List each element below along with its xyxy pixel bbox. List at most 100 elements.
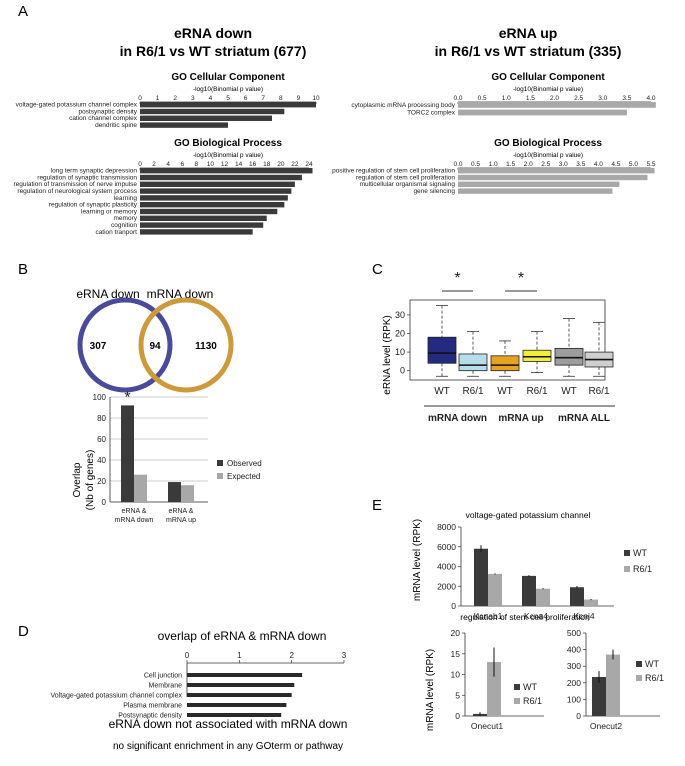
box xyxy=(522,349,552,362)
x-tick-label: 0.0 xyxy=(453,161,462,168)
bar-observed xyxy=(121,405,134,502)
d-bar-chart: 0 1 2 3 Cell junction Membrane Voltage-gated p… xyxy=(50,651,346,720)
x-category-label: mRNA up xyxy=(166,517,196,524)
x-tick-label: 4 xyxy=(209,95,213,102)
box xyxy=(427,336,457,364)
group-label: mRNA down xyxy=(428,413,487,424)
category-label: regulation of stem cell proliferation xyxy=(356,174,455,181)
category-label: gene silencing xyxy=(413,188,455,195)
y-tick-label: 40 xyxy=(97,456,106,465)
legend-swatch xyxy=(624,550,630,556)
legend-label: WT xyxy=(645,659,659,669)
x-tick-label: 4 xyxy=(166,161,170,168)
x-tick-label: 3 xyxy=(191,95,195,102)
c-box-chart: 0 10 20 30 WT R6/1 WT R6/1 WT R6/1 mRNA down mRNA u… xyxy=(395,270,615,424)
x-tick-label: 9 xyxy=(297,95,301,102)
category-label: TORC2 complex xyxy=(407,110,456,117)
bar xyxy=(140,122,228,128)
x-category-label: Kcna4 xyxy=(524,611,548,621)
y-tick-label: 80 xyxy=(97,414,106,423)
category-label: cation channel complex xyxy=(69,115,138,122)
x-tick-label: 16 xyxy=(249,161,257,168)
y-tick-label: 300 xyxy=(567,661,581,671)
x-category-label: Onecut2 xyxy=(590,721,622,731)
category-label: multicellular organismal signaling xyxy=(360,181,456,188)
bar xyxy=(140,222,264,228)
x-tick-label: 10 xyxy=(207,161,215,168)
legend-swatch xyxy=(514,698,520,704)
category-label: Membrane xyxy=(149,683,183,690)
a-up-cc-axis-label: -log10(Binomial p value) xyxy=(513,86,583,93)
category-label: cation tranport xyxy=(95,229,137,236)
panel-letter-b: B xyxy=(18,261,28,278)
bar xyxy=(458,188,613,194)
bar-r61 xyxy=(536,588,550,606)
bar xyxy=(140,108,285,115)
e-bottom-ylabel: mRNA level (RPK) xyxy=(425,649,436,731)
x-tick-label: 5.5 xyxy=(646,161,655,168)
x-category-label: Kcnab1 xyxy=(474,611,503,621)
x-tick-label: 0.0 xyxy=(453,95,462,102)
x-category-label: eRNA & xyxy=(122,508,147,515)
x-tick-label: 6 xyxy=(244,95,248,102)
x-tick-label: 0.5 xyxy=(478,95,487,102)
b-ylabel-line1: Overlap xyxy=(72,462,83,497)
y-tick-label: 8000 xyxy=(437,522,456,532)
x-category-label: R6/1 xyxy=(462,386,484,397)
category-label: postsynaptic density xyxy=(78,108,137,115)
bar xyxy=(140,181,295,187)
x-tick-label: 4.5 xyxy=(611,161,620,168)
e-top-ylabel: mRNA level (RPK) xyxy=(412,519,423,601)
legend-label: WT xyxy=(633,548,647,558)
category-label: voltage-gated potassium channel complex xyxy=(16,102,138,109)
x-tick-label: 2.0 xyxy=(524,161,533,168)
venn-left-circle xyxy=(77,297,173,393)
x-tick-label: 0 xyxy=(138,161,142,168)
x-tick-label: 2.5 xyxy=(574,95,583,102)
category-label: Plasma membrane xyxy=(123,703,182,710)
x-tick-label: 6 xyxy=(180,161,184,168)
y-tick-label: 20 xyxy=(395,328,405,338)
y-tick-label: 15 xyxy=(451,649,461,659)
bar xyxy=(458,102,656,108)
y-tick-label: 0 xyxy=(455,711,460,721)
e-bottom-title: regulation of stem cell proliferation xyxy=(460,612,590,622)
x-tick-label: 1.0 xyxy=(502,95,511,102)
bar-r61 xyxy=(488,573,502,606)
bar-r61 xyxy=(487,662,501,716)
legend-label: R6/1 xyxy=(523,696,542,706)
y-tick-label: 30 xyxy=(395,310,405,320)
x-tick-label: 1 xyxy=(237,651,242,660)
d-note-line2: no significant enrichment in any GOterm … xyxy=(113,741,343,752)
x-tick-label: 8 xyxy=(279,95,283,102)
legend-swatch xyxy=(514,684,520,690)
legend-swatch xyxy=(636,661,642,667)
x-category-label: WT xyxy=(434,386,450,397)
bar xyxy=(140,188,292,194)
x-tick-label: 2 xyxy=(173,95,177,102)
plot-frame xyxy=(409,299,606,381)
bar xyxy=(187,683,295,687)
x-category-label: WT xyxy=(497,386,513,397)
category-label: dendritic spine xyxy=(95,122,137,129)
x-category-label: mRNA down xyxy=(115,517,154,524)
category-label: learning xyxy=(114,195,138,202)
bar-r61 xyxy=(584,599,598,606)
a-up-cc-title: GO Cellular Component xyxy=(491,72,605,83)
bar xyxy=(140,195,288,201)
bar xyxy=(140,215,267,221)
bar-r61 xyxy=(606,654,620,716)
x-tick-label: 2 xyxy=(152,161,156,168)
x-tick-label: 0.5 xyxy=(471,161,480,168)
bar-wt xyxy=(522,575,536,606)
category-label: memory xyxy=(114,215,138,222)
bar-wt xyxy=(592,676,606,716)
x-tick-label: 22 xyxy=(291,161,299,168)
a-down-title-line2: in R6/1 vs WT striatum (677) xyxy=(120,43,307,59)
bar xyxy=(140,208,278,215)
x-tick-label: 3.0 xyxy=(559,161,568,168)
d-note-line1: eRNA down not associated with mRNA down xyxy=(109,717,348,731)
a-up-title-line2: in R6/1 vs WT striatum (335) xyxy=(435,43,622,59)
y-tick-label: 20 xyxy=(97,477,106,486)
y-tick-label: 20 xyxy=(451,628,461,638)
